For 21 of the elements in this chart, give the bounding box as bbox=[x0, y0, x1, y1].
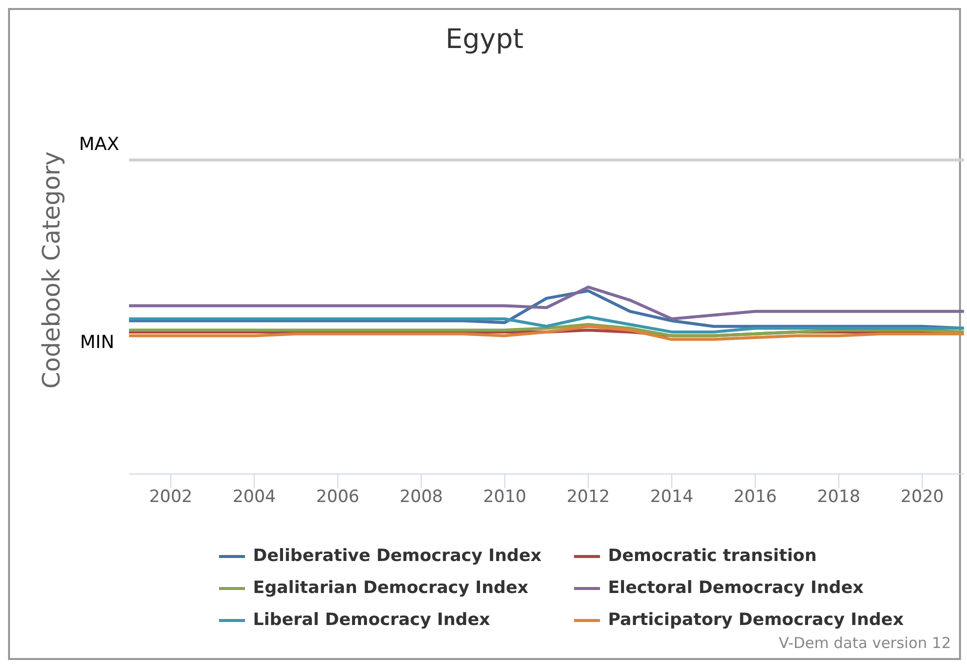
x-tick-label: 2010 bbox=[483, 487, 526, 508]
y-axis-title: Codebook Category bbox=[38, 151, 66, 389]
ref-line-label: MAX bbox=[79, 134, 120, 155]
x-tick-label: 2006 bbox=[316, 487, 360, 508]
legend-label: Electoral Democracy Index bbox=[608, 578, 864, 598]
x-tick-label: 2014 bbox=[650, 487, 694, 508]
x-tick-label: 2016 bbox=[734, 487, 777, 508]
legend-label: Democratic transition bbox=[608, 546, 817, 566]
x-tick-label: 2004 bbox=[232, 487, 276, 508]
x-tick-label: 2020 bbox=[900, 487, 944, 508]
text: V-Dem data version 12 bbox=[778, 634, 951, 652]
legend-label: Liberal Democracy Index bbox=[253, 610, 490, 630]
legend-label: Deliberative Democracy Index bbox=[253, 546, 542, 566]
x-tick-label: 2012 bbox=[566, 487, 610, 508]
chart-title: Egypt bbox=[444, 24, 524, 55]
x-tick-label: 2008 bbox=[400, 487, 443, 508]
legend-label: Egalitarian Democracy Index bbox=[253, 578, 528, 598]
x-tick-label: 2018 bbox=[817, 487, 860, 508]
x-tick-label: 2002 bbox=[149, 487, 192, 508]
text: MIN bbox=[80, 332, 114, 353]
legend-label: Participatory Democracy Index bbox=[608, 610, 904, 630]
